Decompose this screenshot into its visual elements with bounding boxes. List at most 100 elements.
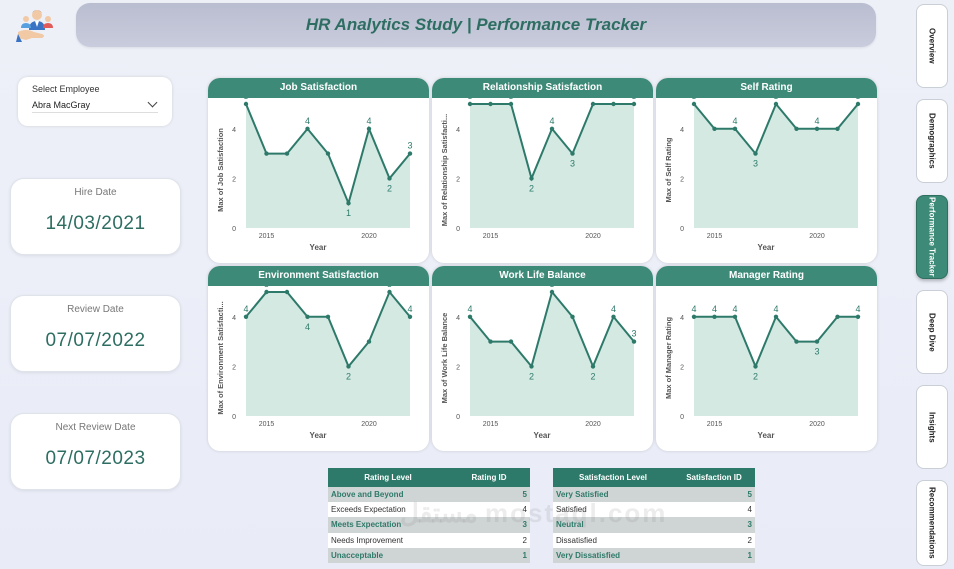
page-title: HR Analytics Study | Performance Tracker bbox=[305, 15, 647, 34]
y-tick-label: 0 bbox=[680, 226, 684, 233]
data-point bbox=[794, 126, 799, 131]
data-point bbox=[611, 314, 616, 319]
chart-work-life-balance: Work Life Balance 02442524320152020YearM… bbox=[432, 266, 653, 451]
y-tick-label: 4 bbox=[232, 127, 236, 134]
table-header[interactable]: Satisfaction Level bbox=[553, 468, 673, 487]
data-point bbox=[366, 126, 372, 131]
table-row[interactable]: Satisfied 4 bbox=[556, 505, 752, 515]
next-review-date-card: Next Review Date 07/07/2023 bbox=[10, 413, 181, 490]
data-label: 4 bbox=[366, 116, 371, 126]
data-label: 5 bbox=[773, 98, 778, 101]
nav-recommendations[interactable]: Recommendations bbox=[916, 480, 948, 566]
table-row[interactable]: Unacceptable 1 bbox=[328, 547, 530, 563]
data-label: 4 bbox=[549, 116, 554, 126]
data-point bbox=[712, 314, 717, 319]
data-point bbox=[691, 101, 697, 107]
nav-performance-tracker[interactable]: Performance Tracker bbox=[916, 195, 948, 279]
table-row[interactable]: Exceeds Expectation 4 bbox=[331, 505, 527, 515]
chart-environment-satisfaction: Environment Satisfaction 024454254201520… bbox=[208, 266, 429, 451]
chart-relationship-satisfaction: Relationship Satisfaction 0 2 4 5 5 2 4 3 5 2015 2… bbox=[432, 78, 653, 263]
data-label: 3 bbox=[407, 141, 412, 151]
data-point bbox=[814, 126, 820, 131]
next-review-date-label: Next Review Date bbox=[55, 422, 136, 433]
table-header[interactable]: Rating ID bbox=[448, 468, 530, 487]
page-title-bar: HR Analytics Study | Performance Tracker bbox=[76, 3, 876, 47]
x-axis-label: Year bbox=[310, 431, 327, 440]
data-point bbox=[305, 126, 310, 131]
data-point bbox=[243, 101, 249, 107]
table-header[interactable]: Rating Level bbox=[328, 468, 448, 487]
data-label: 3 bbox=[631, 329, 636, 339]
data-label: 1 bbox=[346, 208, 351, 218]
data-point bbox=[590, 364, 596, 369]
table-row[interactable]: Above and Beyond 5 bbox=[328, 487, 530, 503]
data-point bbox=[732, 314, 738, 319]
table-row[interactable]: Neutral 3 bbox=[553, 517, 755, 533]
chevron-down-icon bbox=[147, 97, 158, 108]
chart-plot: 02442524320152020YearMax of Work Life Ba… bbox=[440, 286, 637, 440]
data-point bbox=[631, 339, 637, 344]
data-point bbox=[814, 339, 820, 344]
x-axis-label: Year bbox=[758, 431, 775, 440]
data-label: 4 bbox=[732, 116, 737, 126]
data-label: 2 bbox=[753, 371, 758, 381]
area-fill bbox=[246, 104, 410, 228]
data-point bbox=[794, 339, 799, 344]
data-label: 4 bbox=[407, 304, 412, 314]
x-axis-label: Year bbox=[310, 243, 327, 252]
review-date-card: Review Date 07/07/2022 bbox=[10, 295, 181, 372]
table-header[interactable]: Satisfaction ID bbox=[673, 468, 755, 487]
table-row[interactable]: Very Dissatisfied 1 bbox=[553, 547, 755, 563]
nav-demographics[interactable]: Demographics bbox=[916, 99, 948, 183]
data-point bbox=[855, 314, 861, 319]
table-row[interactable]: Meets Expectation 3 bbox=[328, 517, 530, 533]
nav-overview[interactable]: Overview bbox=[916, 4, 948, 88]
y-axis-label: Max of Work Life Balance bbox=[440, 313, 449, 404]
x-tick-label: 2020 bbox=[585, 233, 601, 240]
chart-manager-rating: Manager Rating 0 2 4 4 4 4 2 4 3 4 2015 2020 Year Max… bbox=[656, 266, 877, 451]
data-point bbox=[346, 201, 351, 206]
chart-title: Self Rating bbox=[656, 78, 877, 98]
data-label: 4 bbox=[814, 116, 819, 126]
y-tick-label: 2 bbox=[232, 364, 236, 371]
x-tick-label: 2015 bbox=[483, 421, 499, 428]
employee-dropdown[interactable]: Abra MacGray bbox=[32, 97, 158, 113]
data-point bbox=[387, 176, 392, 181]
data-label: 4 bbox=[732, 304, 737, 314]
x-tick-label: 2020 bbox=[809, 421, 825, 428]
data-label: 2 bbox=[529, 371, 534, 381]
nav-deep-dive[interactable]: Deep Dive bbox=[916, 290, 948, 374]
table-row[interactable]: Needs Improvement 2 bbox=[331, 535, 527, 545]
nav-insights[interactable]: Insights bbox=[916, 385, 948, 469]
chart-plot: 0 2 4 5 4 1 4 2 3 2015 2020 Year Max of Job Satisfac… bbox=[216, 98, 413, 252]
data-label: 5 bbox=[243, 98, 248, 101]
data-point bbox=[773, 101, 779, 107]
data-label: 5 bbox=[855, 98, 860, 101]
data-point bbox=[305, 314, 310, 319]
data-label: 5 bbox=[631, 98, 636, 101]
y-axis-label: Max of Job Satisfaction bbox=[216, 128, 225, 212]
data-label: 5 bbox=[264, 286, 269, 289]
area-fill bbox=[470, 292, 634, 416]
data-point bbox=[264, 289, 269, 295]
y-axis-label: Max of Self Rating bbox=[664, 137, 673, 202]
data-label: 4 bbox=[773, 304, 778, 314]
hire-date-label: Hire Date bbox=[74, 187, 117, 198]
data-label: 5 bbox=[508, 98, 513, 101]
x-axis-label: Year bbox=[534, 431, 551, 440]
data-point bbox=[549, 126, 555, 131]
data-label: 4 bbox=[305, 322, 310, 332]
table-row[interactable]: Dissatisfied 2 bbox=[556, 535, 752, 545]
area-fill bbox=[246, 292, 410, 416]
data-label: 3 bbox=[753, 159, 758, 169]
data-point bbox=[611, 101, 616, 107]
data-point bbox=[508, 101, 514, 107]
table-row[interactable]: Very Satisfied 5 bbox=[553, 487, 755, 503]
data-label: 5 bbox=[467, 98, 472, 101]
y-tick-label: 4 bbox=[680, 127, 684, 134]
y-tick-label: 0 bbox=[456, 226, 460, 233]
employee-select-card: Select Employee Abra MacGray bbox=[18, 77, 172, 126]
chart-job-satisfaction: Job Satisfaction 0 2 4 5 4 1 4 2 3 2015 2020 Year Ma… bbox=[208, 78, 429, 263]
chart-title: Manager Rating bbox=[656, 266, 877, 286]
